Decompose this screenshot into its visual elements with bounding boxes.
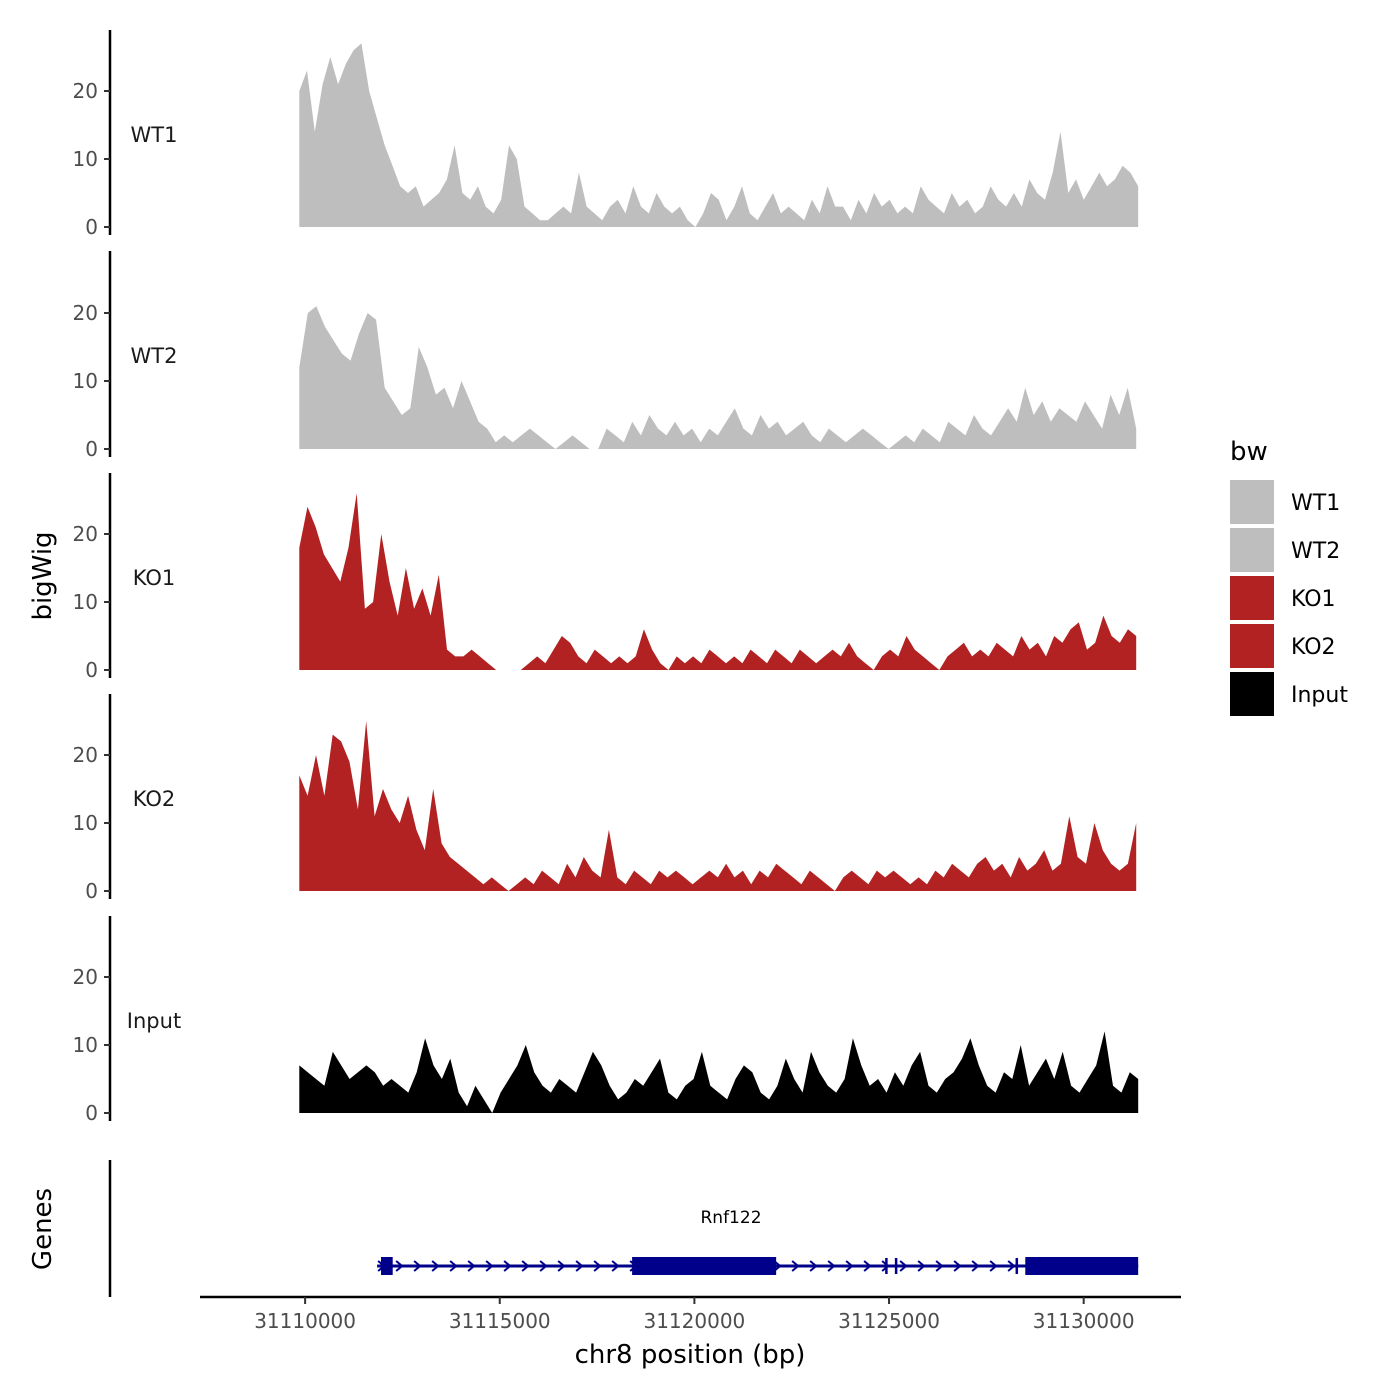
track-wt2: 0 10 20 WT2 bbox=[73, 251, 1137, 461]
x-tick-label: 31120000 bbox=[643, 1309, 745, 1333]
gene-strand-arrow bbox=[881, 1260, 890, 1272]
signal-area-input bbox=[299, 1031, 1139, 1113]
gene-exon bbox=[894, 1258, 898, 1274]
gene-strand-arrow bbox=[845, 1260, 854, 1272]
gene-strand-arrow bbox=[935, 1260, 944, 1272]
y-tick-label: 20 bbox=[73, 743, 98, 767]
gene-strand-arrow bbox=[593, 1260, 602, 1272]
x-axis: 31110000 31115000 31120000 31125000 31130000 bbox=[200, 1295, 1181, 1333]
legend-key-wt1 bbox=[1230, 480, 1274, 524]
gene-strand-arrow bbox=[503, 1260, 512, 1272]
x-tick-label: 31115000 bbox=[449, 1309, 551, 1333]
gene-exon bbox=[632, 1257, 777, 1275]
legend-label-ko2: KO2 bbox=[1291, 635, 1336, 660]
gene-strand-arrow bbox=[1007, 1260, 1016, 1272]
gene-strand-arrow bbox=[575, 1260, 584, 1272]
track-label-wt1: WT1 bbox=[131, 123, 178, 147]
legend-label-wt1: WT1 bbox=[1291, 491, 1340, 516]
gene-exon bbox=[1025, 1257, 1139, 1275]
legend: bw WT1 WT2 KO1 KO2 Input bbox=[1230, 437, 1348, 716]
gene-strand-arrow bbox=[539, 1260, 548, 1272]
legend-key-ko2 bbox=[1230, 624, 1274, 668]
track-ko1: 0 10 20 KO1 bbox=[73, 473, 1137, 682]
signal-area-ko1 bbox=[299, 493, 1137, 670]
y-tick-label: 20 bbox=[73, 965, 98, 989]
track-input: 0 10 20 Input bbox=[73, 916, 1139, 1125]
track-ko2: 0 10 20 KO2 bbox=[73, 694, 1137, 903]
gene-exon bbox=[885, 1258, 888, 1274]
y-tick-label: 0 bbox=[85, 1101, 98, 1125]
tracks-group: 0 10 20 WT1 0 10 20 WT2 0 10 20 KO1 0 10 20 KO2 0 10 20 Inp… bbox=[73, 30, 1139, 1125]
y-axis-title: bigWig bbox=[28, 531, 58, 620]
y-tick-label: 0 bbox=[85, 879, 98, 903]
y-tick-label: 20 bbox=[73, 79, 98, 103]
x-tick-label: 31125000 bbox=[838, 1309, 940, 1333]
gene-strand-arrow bbox=[485, 1260, 494, 1272]
track-wt1: 0 10 20 WT1 bbox=[73, 30, 1139, 239]
gene-name-label: Rnf122 bbox=[700, 1208, 761, 1228]
gene-strand-arrow bbox=[899, 1260, 908, 1272]
gene-strand-arrow bbox=[395, 1260, 404, 1272]
signal-area-wt2 bbox=[299, 306, 1137, 449]
signal-area-wt1 bbox=[299, 43, 1139, 228]
track-label-input: Input bbox=[127, 1009, 181, 1033]
y-tick-label: 20 bbox=[73, 522, 98, 546]
legend-key-ko1 bbox=[1230, 576, 1274, 620]
y-tick-label: 10 bbox=[73, 147, 98, 171]
gene-strand-arrow bbox=[827, 1260, 836, 1272]
legend-key-input bbox=[1230, 672, 1274, 716]
y-tick-label: 0 bbox=[85, 658, 98, 682]
gene-strand-arrow bbox=[467, 1260, 476, 1272]
y-tick-label: 0 bbox=[85, 437, 98, 461]
legend-label-wt2: WT2 bbox=[1291, 539, 1340, 564]
gene-strand-arrow bbox=[791, 1260, 800, 1272]
gene-strand-arrow bbox=[431, 1260, 440, 1272]
gene-panel: Rnf122 bbox=[108, 1160, 1139, 1297]
signal-area-ko2 bbox=[299, 721, 1137, 891]
gene-panel-title: Genes bbox=[28, 1188, 58, 1270]
gene-strand-arrow bbox=[863, 1260, 872, 1272]
y-tick-label: 10 bbox=[73, 811, 98, 835]
gene-exon bbox=[381, 1257, 393, 1275]
x-tick-label: 31110000 bbox=[254, 1309, 356, 1333]
track-label-ko1: KO1 bbox=[133, 566, 176, 590]
gene-strand-arrow bbox=[809, 1260, 818, 1272]
track-label-wt2: WT2 bbox=[131, 344, 178, 368]
y-tick-label: 0 bbox=[85, 215, 98, 239]
legend-label-input: Input bbox=[1291, 683, 1348, 708]
gene-exon bbox=[1015, 1258, 1019, 1274]
gene-strand-arrow bbox=[521, 1260, 530, 1272]
y-tick-label: 10 bbox=[73, 590, 98, 614]
track-label-ko2: KO2 bbox=[133, 787, 176, 811]
legend-key-wt2 bbox=[1230, 528, 1274, 572]
y-tick-label: 20 bbox=[73, 301, 98, 325]
gene-strand-arrow bbox=[971, 1260, 980, 1272]
x-tick-label: 31130000 bbox=[1033, 1309, 1135, 1333]
gene-strand-arrow bbox=[413, 1260, 422, 1272]
y-tick-label: 10 bbox=[73, 1033, 98, 1057]
x-axis-title: chr8 position (bp) bbox=[575, 1340, 806, 1370]
gene-strand-arrow bbox=[557, 1260, 566, 1272]
legend-label-ko1: KO1 bbox=[1291, 587, 1336, 612]
y-tick-label: 10 bbox=[73, 369, 98, 393]
gene-strand-arrow bbox=[953, 1260, 962, 1272]
gene-strand-arrow bbox=[917, 1260, 926, 1272]
gene-strand-arrow bbox=[611, 1260, 620, 1272]
gene-strand-arrow bbox=[989, 1260, 998, 1272]
legend-title: bw bbox=[1230, 437, 1268, 467]
gene-strand-arrow bbox=[449, 1260, 458, 1272]
